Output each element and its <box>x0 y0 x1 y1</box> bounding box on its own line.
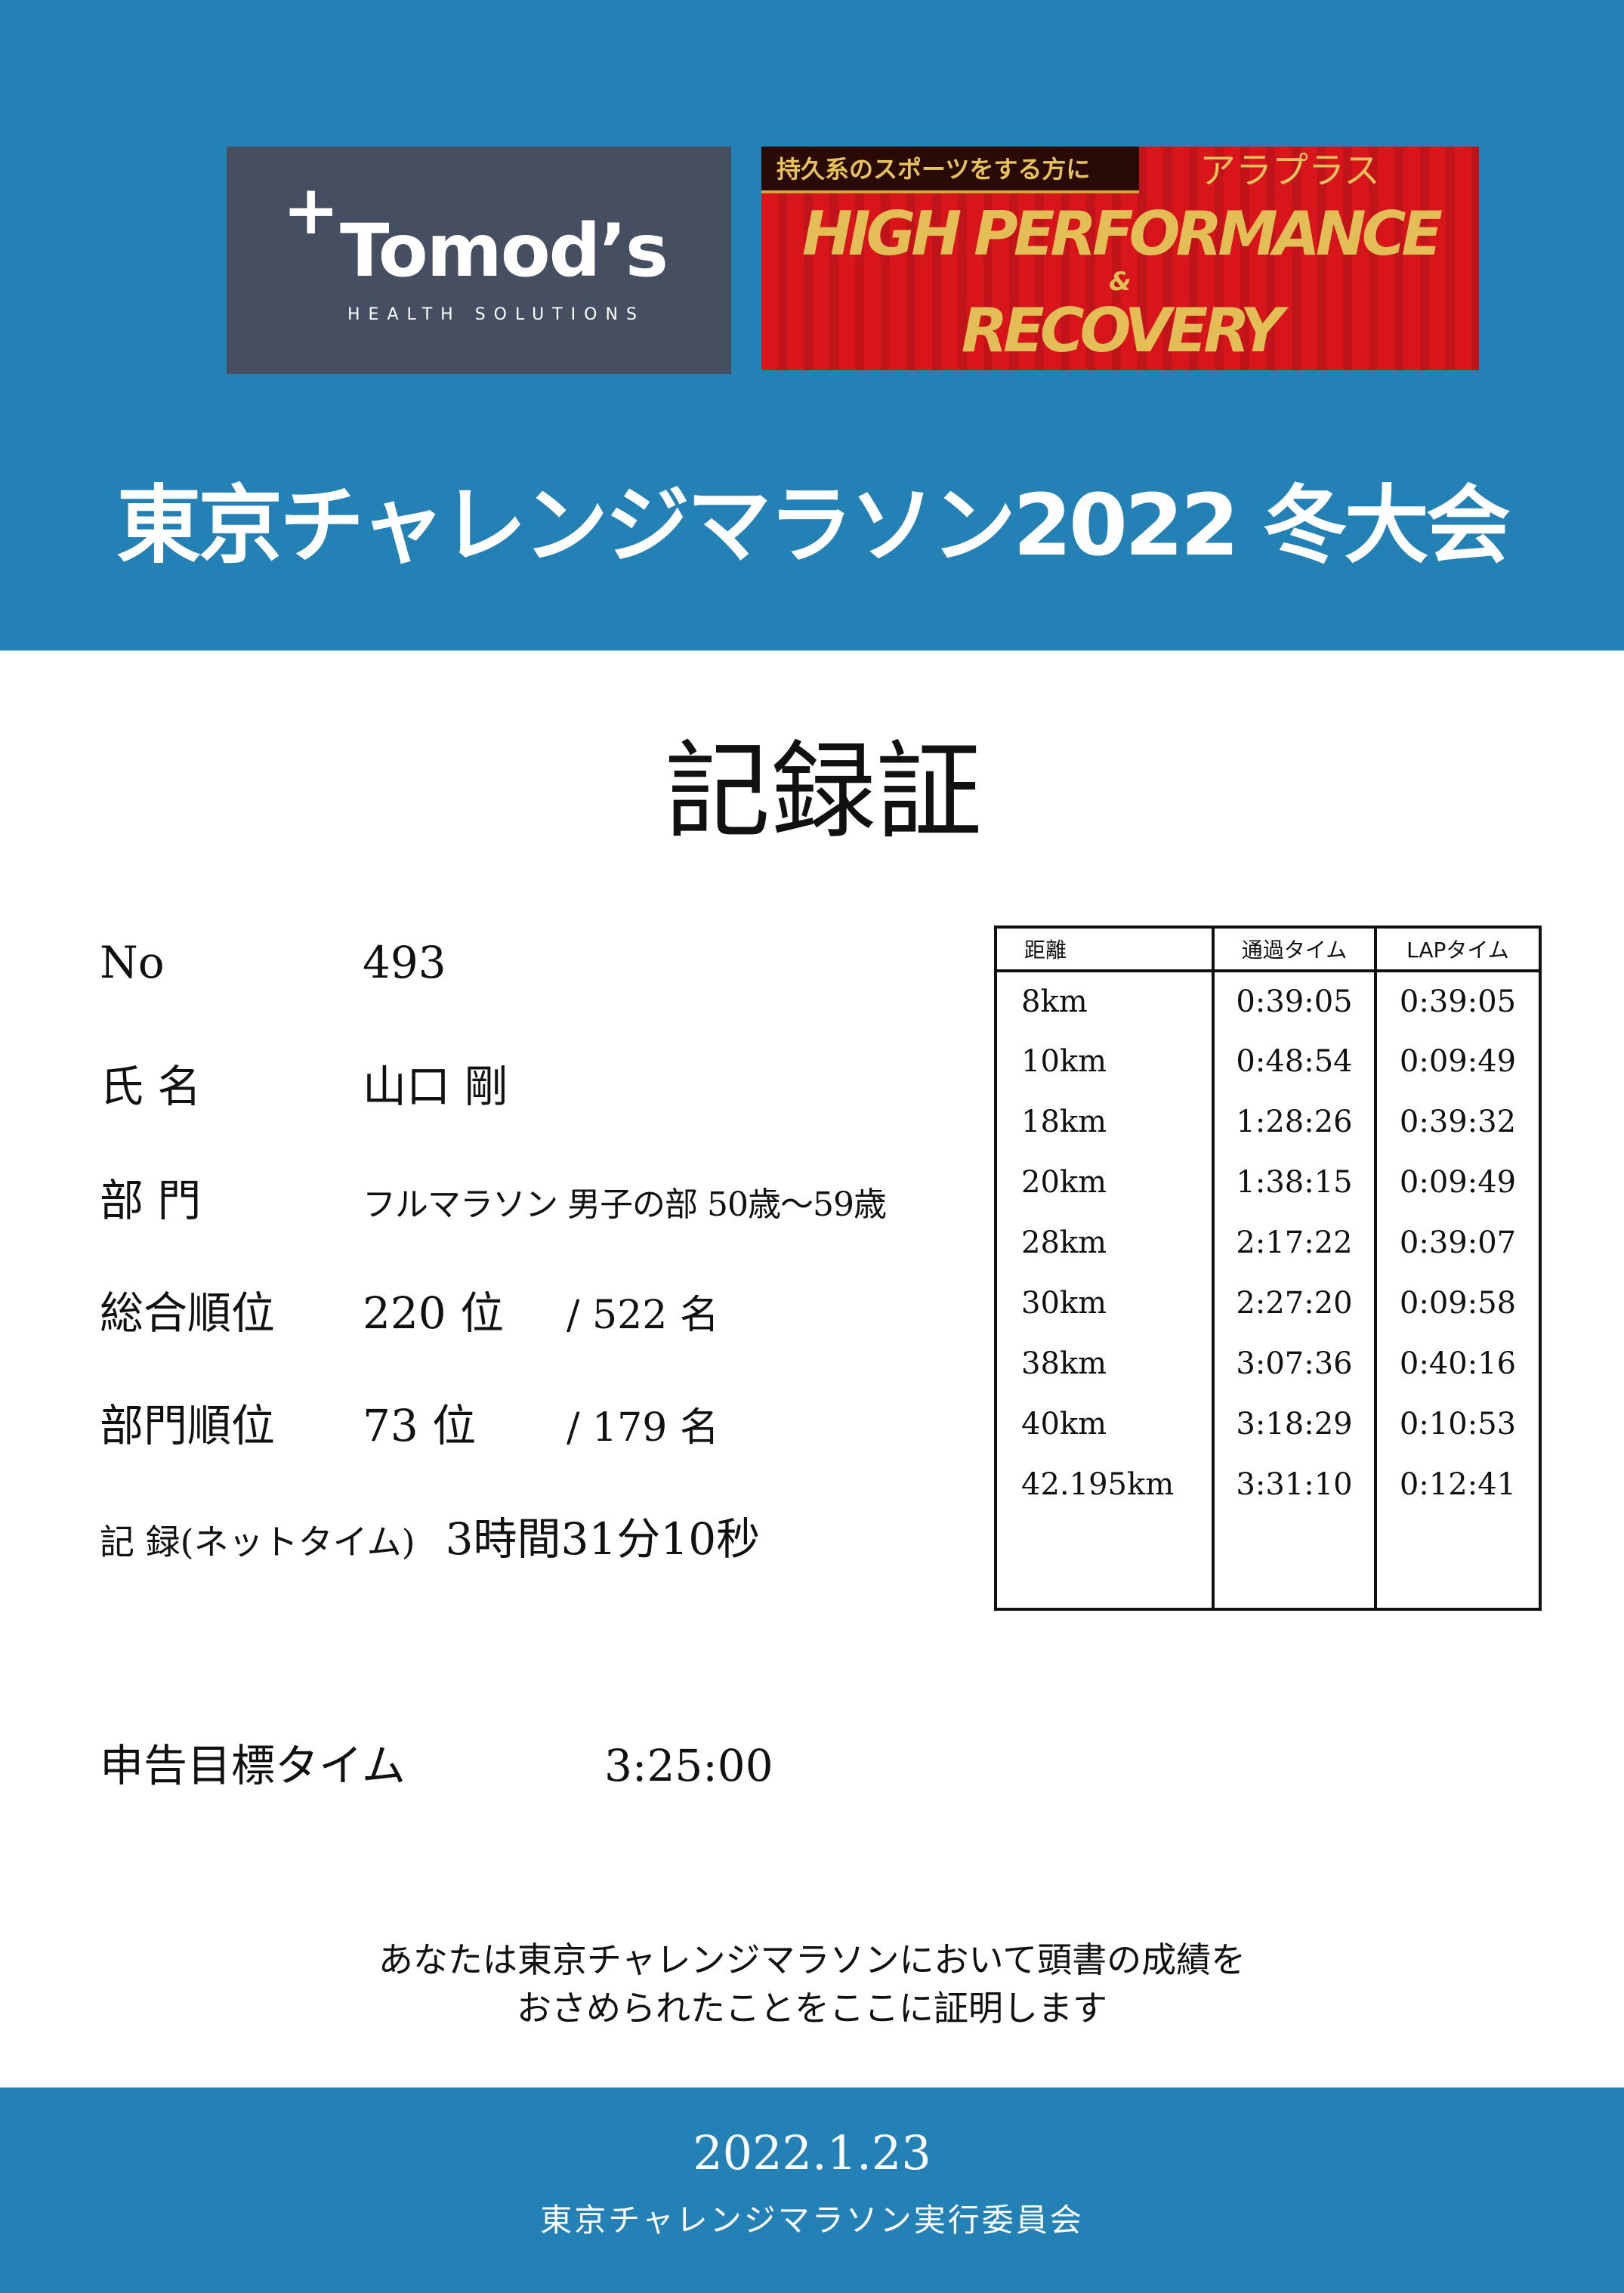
split-table: 距離 通過タイム LAPタイム 8km 0:39:05 0:39:05 10km 0:4… <box>994 926 1542 1611</box>
footer-organizer: 東京チャレンジマラソン実行委員会 <box>540 2202 1084 2239</box>
lap-time-cell: 0:09:49 <box>1374 1152 1542 1213</box>
split-row: 40km 3:18:29 0:10:53 <box>994 1394 1542 1454</box>
empty-cell <box>994 1515 1215 1609</box>
logo-sub: HEALTH SOLUTIONS <box>347 305 645 324</box>
overall-rank-value: 220 位 <box>363 1287 505 1339</box>
lap-time-cell: 0:12:41 <box>1374 1454 1542 1515</box>
target-row: 申告目標タイム 3:25:00 <box>100 1730 968 1794</box>
lap-time-cell: 0:09:58 <box>1374 1273 1542 1333</box>
no-value: 493 <box>363 937 446 988</box>
split-time-cell: 0:39:05 <box>1212 971 1377 1031</box>
lap-time-cell: 0:39:05 <box>1374 971 1542 1031</box>
overall-rank-label: 総合順位 <box>100 1287 276 1339</box>
split-row: 10km 0:48:54 0:09:49 <box>994 1031 1542 1092</box>
net-time-label: 記 録(ネットタイム) <box>100 1522 415 1562</box>
lap-time-cell: 0:40:16 <box>1374 1333 1542 1394</box>
split-time-cell: 1:28:26 <box>1212 1092 1377 1152</box>
distance-cell: 10km <box>994 1031 1215 1092</box>
name-label: 氏 名 <box>100 1061 202 1112</box>
division-rank-row: 部門順位 73 位 / 179 名 <box>100 1390 968 1454</box>
statement-line-1: あなたは東京チャレンジマラソンにおいて頭書の成績を <box>378 1939 1246 1980</box>
division-row: 部 門 フルマラソン 男子の部 50歳〜59歳 <box>100 1165 968 1228</box>
filler-row <box>994 1515 1542 1609</box>
no-row: No 493 <box>100 937 968 988</box>
header-split: 通過タイム <box>1212 926 1377 972</box>
split-row: 20km 1:38:15 0:09:49 <box>994 1152 1542 1213</box>
lap-time-cell: 0:39:32 <box>1374 1092 1542 1152</box>
split-time-cell: 3:18:29 <box>1212 1394 1377 1454</box>
division-rank-total: / 179 名 <box>567 1405 719 1451</box>
division-value: フルマラソン 男子の部 50歳〜59歳 <box>363 1185 887 1224</box>
no-label: No <box>100 937 165 988</box>
split-time-cell: 2:27:20 <box>1212 1273 1377 1333</box>
overall-rank-row: 総合順位 220 位 / 522 名 <box>100 1278 968 1341</box>
overall-rank-total: / 522 名 <box>567 1293 719 1338</box>
empty-cell <box>1374 1515 1542 1609</box>
name-row: 氏 名 山口 剛 <box>100 1051 968 1114</box>
division-rank-value: 73 位 <box>363 1400 477 1451</box>
header-lap: LAPタイム <box>1374 926 1542 972</box>
split-time-cell: 3:07:36 <box>1212 1333 1377 1394</box>
target-label: 申告目標タイム <box>100 1740 406 1791</box>
lap-time-cell: 0:09:49 <box>1374 1031 1542 1092</box>
net-time-value: 3時間31分10秒 <box>445 1513 761 1565</box>
sponsor-banner: 持久系のスポーツをする方に アラプラス HIGH PERFORMANCE & R… <box>761 147 1479 370</box>
lap-time-cell: 0:39:07 <box>1374 1213 1542 1273</box>
target-value: 3:25:00 <box>604 1740 773 1791</box>
split-row: 38km 3:07:36 0:40:16 <box>994 1333 1542 1394</box>
event-title: 東京チャレンジマラソン2022 冬大会 <box>116 477 1511 575</box>
distance-cell: 18km <box>994 1092 1215 1152</box>
banner-amp: & <box>1109 267 1132 297</box>
division-rank-label: 部門順位 <box>100 1400 276 1451</box>
statement-line-2: おさめられたことをここに証明します <box>517 1988 1107 2029</box>
distance-cell: 42.195km <box>994 1454 1215 1515</box>
distance-cell: 38km <box>994 1333 1215 1394</box>
split-row: 42.195km 3:31:10 0:12:41 <box>994 1454 1542 1515</box>
plus-icon: + <box>283 171 340 250</box>
banner-brand: アラプラス <box>1199 150 1381 192</box>
banner-line2: RECOVERY <box>961 295 1284 366</box>
header-distance: 距離 <box>994 926 1215 972</box>
distance-cell: 30km <box>994 1273 1215 1333</box>
distance-cell: 20km <box>994 1152 1215 1213</box>
split-time-cell: 3:31:10 <box>1212 1454 1377 1515</box>
distance-cell: 40km <box>994 1394 1215 1454</box>
split-row: 30km 2:27:20 0:09:58 <box>994 1273 1542 1333</box>
empty-cell <box>1212 1515 1377 1609</box>
lap-time-cell: 0:10:53 <box>1374 1394 1542 1454</box>
certificate-title: 記録証 <box>664 731 982 854</box>
net-time-row: 記 録(ネットタイム) 3時間31分10秒 <box>100 1503 968 1567</box>
split-row: 18km 1:28:26 0:39:32 <box>994 1092 1542 1152</box>
tomods-logo: + Tomod’s HEALTH SOLUTIONS <box>227 147 731 374</box>
split-row: 8km 0:39:05 0:39:05 <box>994 971 1542 1031</box>
footer-band: 2022.1.23 東京チャレンジマラソン実行委員会 <box>0 2087 1624 2293</box>
logo-name: Tomod’s <box>340 209 668 293</box>
split-time-cell: 2:17:22 <box>1212 1213 1377 1273</box>
footer-date: 2022.1.23 <box>693 2125 931 2180</box>
split-time-cell: 0:48:54 <box>1212 1031 1377 1092</box>
name-value: 山口 剛 <box>363 1061 508 1112</box>
split-row: 28km 2:17:22 0:39:07 <box>994 1213 1542 1273</box>
banner-tag: 持久系のスポーツをする方に <box>761 147 1139 193</box>
division-label: 部 門 <box>100 1175 202 1226</box>
distance-cell: 8km <box>994 971 1215 1031</box>
banner-line1: HIGH PERFORMANCE <box>801 199 1443 269</box>
split-time-cell: 1:38:15 <box>1212 1152 1377 1213</box>
distance-cell: 28km <box>994 1213 1215 1273</box>
